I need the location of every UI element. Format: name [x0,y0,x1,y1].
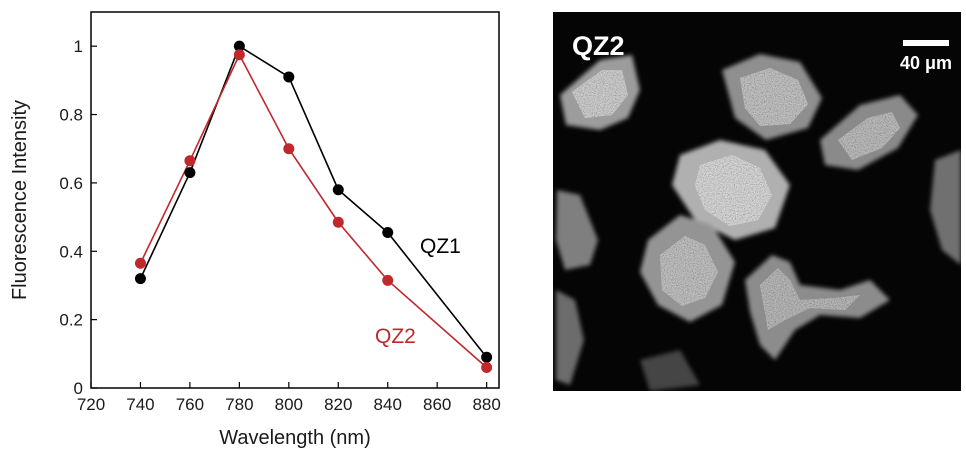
fluorescence-chart: 720 740 760 780 800 820 840 860 880 0 0.2 0.4 0.6 0.… [9,11,501,449]
series-lines [139,44,488,369]
microscopy-image-panel: QZ2 40 μm [553,12,961,391]
scale-bar-label: 40 μm [900,53,952,73]
series-line-qz2 [139,52,488,369]
y-tick-label: 0.4 [59,242,83,261]
image-panel-title: QZ2 [572,31,625,61]
data-point-qz1 [481,351,493,363]
y-tick-label: 0.2 [59,311,83,330]
data-point-qz1 [283,71,295,83]
y-tick-label: 0.8 [59,106,83,125]
data-point-qz2 [134,257,146,269]
series-points [134,40,493,373]
x-tick-label: 860 [423,395,451,414]
x-tick-label: 840 [374,395,402,414]
x-axis-label: Wavelength (nm) [219,427,371,449]
data-point-qz2 [382,274,394,286]
y-tick-label: 1 [74,37,83,56]
data-point-qz2 [283,143,295,155]
plot-frame [90,11,500,389]
data-point-qz1 [332,184,344,196]
x-tick-label: 880 [472,395,500,414]
cell-shape [640,350,700,391]
x-axis: 720 740 760 780 800 820 840 860 880 [77,382,501,414]
scale-bar [903,40,949,46]
series-label-qz1: QZ1 [420,235,461,258]
data-point-qz1 [382,226,394,238]
data-point-qz2 [481,361,493,373]
data-point-qz1 [233,40,245,52]
x-tick-label: 780 [225,395,253,414]
y-tick-label: 0 [74,379,83,398]
x-tick-label: 820 [324,395,352,414]
series-line-qz1 [139,44,488,358]
cell-shape [556,290,584,385]
x-tick-label: 740 [126,395,154,414]
x-tick-label: 800 [275,395,303,414]
data-point-qz1 [134,273,146,285]
data-point-qz2 [332,216,344,228]
cell-shape [930,150,961,265]
cell-shape [556,190,598,270]
y-tick-label: 0.6 [59,174,83,193]
series-label-qz2: QZ2 [375,325,416,348]
y-axis-label: Fluorescence Intensity [9,100,31,300]
y-axis: 0 0.2 0.4 0.6 0.8 1 [59,37,97,398]
x-tick-label: 720 [77,395,105,414]
x-tick-label: 760 [176,395,204,414]
data-point-qz1 [184,167,196,179]
data-point-qz2 [233,49,245,61]
cell-image [556,54,961,391]
data-point-qz2 [184,155,196,167]
